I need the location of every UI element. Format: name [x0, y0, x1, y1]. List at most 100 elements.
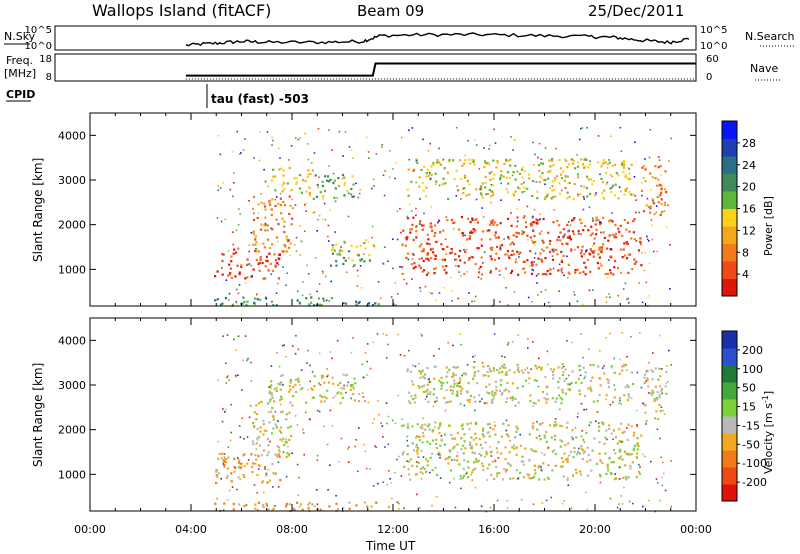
data-cell [560, 189, 563, 192]
data-cell [538, 357, 540, 360]
data-cell [467, 466, 470, 469]
data-cell [458, 255, 461, 258]
data-cell [514, 397, 517, 400]
data-cell [506, 433, 509, 436]
data-cell [433, 377, 436, 380]
data-cell [424, 285, 427, 288]
data-cell [269, 386, 272, 389]
data-cell [455, 264, 457, 267]
data-cell [387, 443, 390, 446]
data-cell [237, 476, 240, 479]
data-cell [285, 250, 288, 253]
data-cell [589, 386, 592, 389]
data-cell [261, 261, 264, 265]
data-cell [467, 217, 470, 220]
data-cell [435, 396, 439, 399]
data-cell [269, 410, 272, 413]
data-cell [381, 425, 384, 427]
data-cell [230, 431, 233, 434]
data-cell [350, 397, 353, 400]
data-cell [632, 449, 635, 452]
data-cell [288, 438, 291, 442]
data-cell [442, 265, 445, 268]
data-cell [494, 391, 497, 395]
data-cell [512, 477, 515, 480]
data-cell [228, 299, 230, 301]
data-cell [449, 385, 452, 388]
data-cell [521, 455, 524, 458]
data-cell [268, 411, 270, 413]
data-cell [429, 291, 431, 294]
data-cell [577, 193, 579, 196]
data-cell [558, 182, 561, 185]
data-cell [405, 256, 408, 259]
data-cell [602, 243, 605, 246]
data-cell [463, 162, 466, 165]
data-cell [489, 446, 491, 448]
data-cell [296, 463, 299, 466]
data-cell [544, 147, 547, 149]
data-cell [425, 172, 428, 175]
data-cell [329, 264, 333, 267]
data-cell [645, 423, 647, 425]
data-cell [539, 438, 542, 441]
data-cell [297, 380, 300, 383]
data-cell [293, 177, 296, 180]
data-cell [427, 392, 430, 395]
data-cell [233, 338, 235, 341]
data-cell [540, 162, 543, 165]
data-cell [285, 238, 288, 241]
data-cell [653, 250, 655, 253]
data-cell [282, 201, 285, 204]
data-cell [460, 487, 462, 490]
data-cell [272, 415, 275, 418]
data-cell [474, 409, 476, 412]
data-cell [518, 172, 521, 175]
data-cell [537, 294, 539, 296]
data-cell [272, 507, 275, 510]
data-cell [285, 284, 287, 286]
data-cell [479, 188, 481, 190]
data-cell [504, 458, 507, 461]
data-cell [494, 231, 497, 234]
data-cell [438, 184, 441, 187]
data-cell [627, 297, 629, 300]
data-cell [242, 296, 245, 299]
colorbar-tick-label: 200 [742, 344, 763, 357]
data-cell [419, 426, 422, 429]
data-cell [651, 176, 654, 179]
data-cell [473, 452, 476, 455]
data-cell [277, 486, 280, 488]
data-cell [307, 173, 310, 176]
data-cell [246, 276, 249, 279]
data-cell [413, 262, 416, 265]
data-cell [411, 258, 414, 260]
data-cell [431, 452, 434, 455]
data-cell [437, 219, 441, 222]
data-cell [274, 198, 277, 201]
data-cell [601, 181, 604, 184]
data-cell [243, 300, 246, 303]
data-cell [660, 390, 663, 392]
data-cell [327, 489, 329, 491]
data-cell [609, 497, 612, 500]
data-cell [322, 272, 324, 275]
data-cell [566, 478, 569, 481]
data-cell [592, 251, 595, 254]
data-cell [526, 205, 529, 208]
data-cell [504, 373, 507, 376]
data-cell [560, 259, 563, 262]
data-cell [291, 452, 293, 455]
data-cell [257, 250, 260, 253]
data-cell [446, 245, 449, 248]
data-cell [488, 229, 491, 232]
data-cell [218, 452, 221, 456]
data-cell [251, 440, 254, 443]
data-cell [445, 375, 448, 378]
data-cell [531, 216, 534, 219]
data-cell [447, 341, 449, 344]
data-cell [238, 208, 240, 210]
data-cell [388, 176, 391, 179]
data-cell [573, 291, 575, 293]
data-cell [651, 378, 654, 381]
